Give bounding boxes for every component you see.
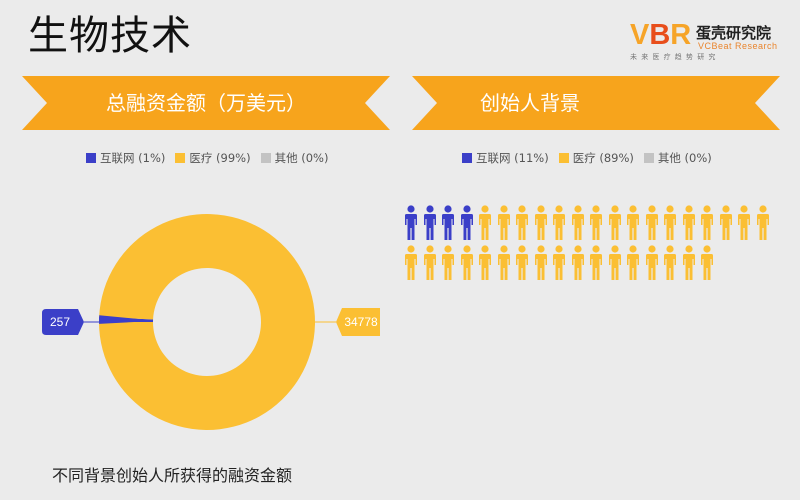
person-icon xyxy=(719,205,733,241)
person-icon xyxy=(552,245,566,281)
person-icon xyxy=(682,245,696,281)
ribbon-shape xyxy=(412,76,780,130)
logo-tagline: 未来医疗趋势研究 xyxy=(630,53,720,61)
funding-chart-title-banner: 总融资金额（万美元） xyxy=(22,76,390,130)
person-icon xyxy=(478,245,492,281)
founder-pictogram xyxy=(404,205,784,285)
legend-item-medical: 医疗 (89%) xyxy=(558,150,634,166)
person-icon xyxy=(497,205,511,241)
person-icon xyxy=(423,245,437,281)
person-icon xyxy=(737,205,751,241)
person-icon xyxy=(534,245,548,281)
person-icon xyxy=(608,245,622,281)
legend-item-internet: 互联网 (1%) xyxy=(86,150,165,166)
page-title: 生物技术 xyxy=(28,13,192,59)
person-icon xyxy=(663,205,677,241)
logo-name-en: VCBeat Research xyxy=(698,41,778,51)
person-icon xyxy=(700,245,714,281)
founder-chart-title-banner: 创始人背景 xyxy=(412,76,780,130)
founder-chart-title: 创始人背景 xyxy=(480,91,580,115)
legend-item-internet: 互联网 (11%) xyxy=(462,150,549,166)
person-icon xyxy=(700,205,714,241)
person-icon xyxy=(460,245,474,281)
person-icon xyxy=(404,245,418,281)
callout-box-0 xyxy=(42,309,84,335)
vcbeat-logo: VBR 蛋壳研究院 VCBeat Research 未来医疗趋势研究 xyxy=(630,20,790,70)
person-icon xyxy=(423,205,437,241)
person-icon xyxy=(460,205,474,241)
person-icon xyxy=(534,205,548,241)
data-label-1: 34778 xyxy=(344,315,378,329)
logo-name-cn: 蛋壳研究院 xyxy=(696,24,772,42)
legend-swatch xyxy=(558,153,569,163)
person-icon xyxy=(608,205,622,241)
legend-swatch xyxy=(462,153,472,163)
legend-item-medical: 医疗 (99%) xyxy=(175,150,251,166)
person-icon xyxy=(626,205,640,241)
person-icon xyxy=(663,245,677,281)
person-icon xyxy=(404,205,418,241)
person-icon xyxy=(497,245,511,281)
logo-mark: VBR xyxy=(630,19,692,51)
person-icon xyxy=(515,205,529,241)
data-label-0: 257 xyxy=(50,315,70,329)
person-icon xyxy=(478,205,492,241)
legend-swatch xyxy=(260,153,271,163)
chart-caption: 不同背景创始人所获得的融资金额 xyxy=(52,466,293,485)
person-icon xyxy=(756,205,770,241)
person-icon xyxy=(552,205,566,241)
funding-legend: 互联网 (1%) 医疗 (99%) 其他 (0%) xyxy=(86,150,328,166)
legend-item-other: 其他 (0%) xyxy=(643,150,712,166)
legend-swatch xyxy=(175,153,186,163)
legend-swatch xyxy=(643,153,654,163)
person-icon xyxy=(515,245,529,281)
person-icon xyxy=(589,245,603,281)
person-icon xyxy=(571,205,585,241)
legend-item-other: 其他 (0%) xyxy=(260,150,328,166)
person-icon xyxy=(571,245,585,281)
person-icon xyxy=(645,245,659,281)
person-icon xyxy=(441,245,455,281)
legend-swatch xyxy=(86,153,96,163)
funding-chart-title: 总融资金额（万美元） xyxy=(106,91,306,115)
person-icon xyxy=(682,205,696,241)
person-icon xyxy=(626,245,640,281)
person-icon xyxy=(645,205,659,241)
ribbon-shape xyxy=(22,76,390,130)
founder-legend: 互联网 (11%) 医疗 (89%) 其他 (0%) xyxy=(462,150,712,166)
donut-slice-1 xyxy=(99,214,315,430)
person-icon xyxy=(589,205,603,241)
funding-donut-chart: 257 34778 xyxy=(42,214,380,430)
donut-slice-marker xyxy=(99,315,154,324)
person-icon xyxy=(441,205,455,241)
callout-box-1 xyxy=(336,308,380,336)
